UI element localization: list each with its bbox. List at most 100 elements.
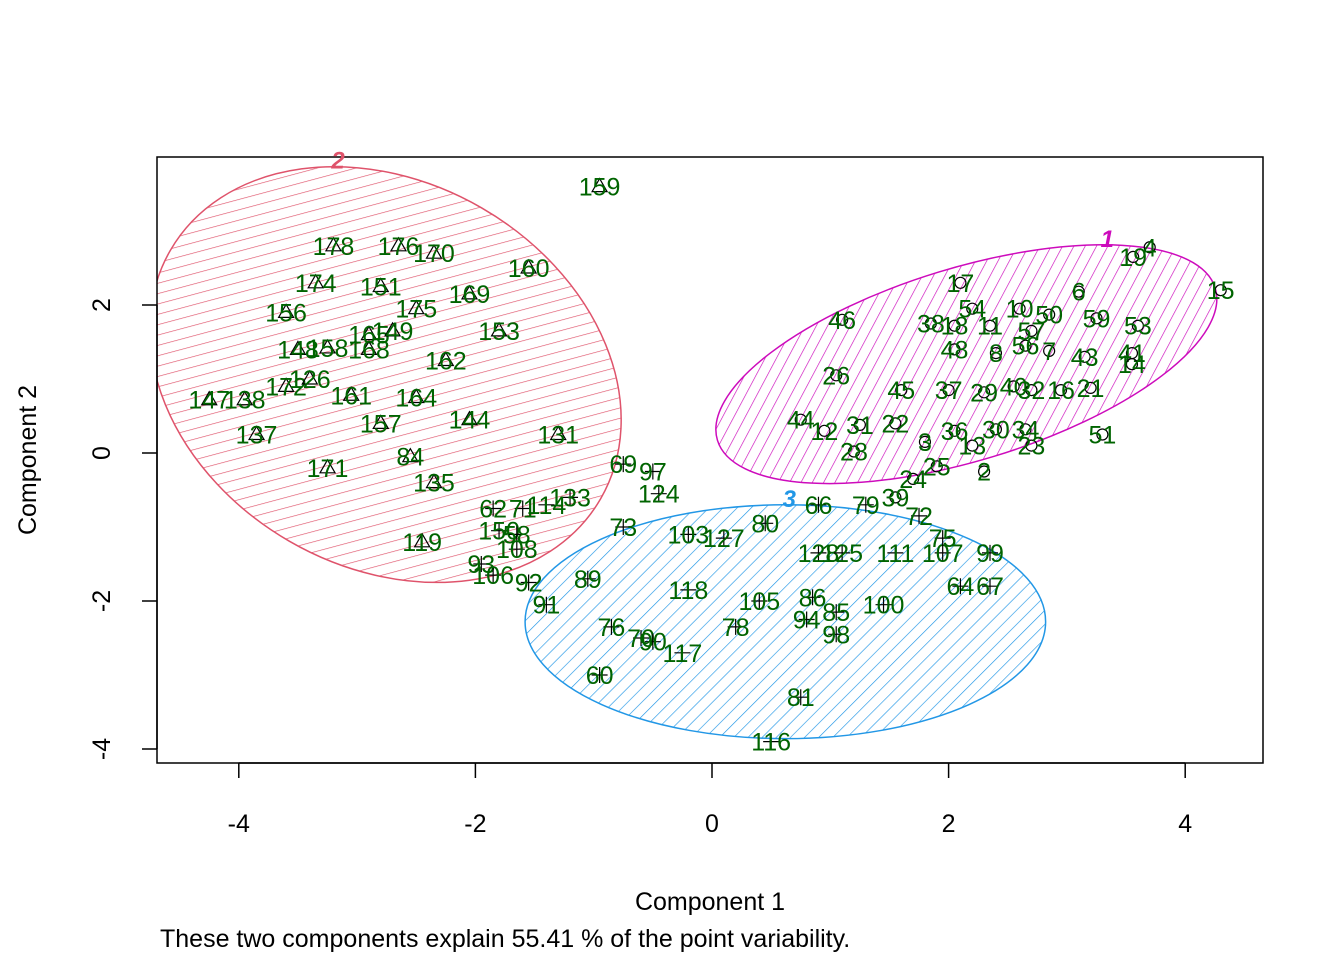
point-label: 38: [917, 311, 945, 339]
point-marker: [289, 340, 307, 355]
point-marker: [836, 313, 849, 326]
point-label: 50: [1035, 302, 1063, 330]
point-label: 51: [1088, 422, 1116, 450]
point-marker: [342, 386, 360, 401]
point-marker: [977, 386, 991, 399]
point-label: 149: [372, 318, 414, 346]
point-marker: [650, 485, 667, 502]
point-marker: [1078, 350, 1091, 363]
point-marker: [460, 410, 479, 426]
point-marker: [324, 236, 342, 252]
point-label: 156: [265, 299, 307, 327]
point-label: 148: [277, 336, 319, 364]
point-label: 168: [348, 336, 390, 364]
point-marker: [934, 530, 951, 547]
point-label: 43: [1071, 344, 1099, 372]
point-label: 172: [265, 373, 307, 401]
point-label: 105: [738, 588, 780, 616]
point-label: 48: [941, 336, 969, 364]
point-label: 44: [787, 407, 815, 435]
point-label: 81: [787, 684, 815, 712]
point-marker: [1013, 302, 1026, 315]
point-marker: [1025, 384, 1038, 397]
cluster-ellipses: [157, 165, 1218, 740]
point-marker: [318, 338, 337, 354]
point-label: 29: [970, 379, 998, 407]
point-label: 13: [958, 433, 986, 461]
point-marker: [924, 317, 937, 330]
point-marker: [887, 544, 904, 561]
point-label: 135: [413, 470, 455, 498]
point-label: 159: [579, 174, 621, 202]
point-marker: [591, 177, 609, 193]
point-marker: [948, 319, 961, 332]
y-tick-label: -4: [88, 738, 116, 760]
point-marker: [757, 515, 774, 532]
point-label: 11: [977, 313, 1003, 341]
point-label: 93: [467, 551, 495, 579]
point-label: 78: [722, 614, 750, 642]
point-marker: [1084, 381, 1097, 394]
point-label: 131: [537, 422, 579, 450]
point-marker: [954, 276, 967, 289]
point-marker: [983, 319, 997, 332]
point-marker: [763, 733, 780, 750]
point-label: 23: [1018, 433, 1046, 461]
point-label: 178: [313, 233, 355, 261]
point-label: 106: [472, 562, 514, 590]
point-label: 17: [947, 270, 975, 298]
point-marker: [520, 258, 538, 274]
point-marker: [1125, 358, 1139, 371]
point-label: 171: [307, 455, 349, 483]
point-marker: [810, 496, 827, 513]
point-label: 34: [1012, 416, 1040, 444]
point-marker: [989, 347, 1003, 360]
point-marker: [437, 351, 455, 367]
cluster-label-3: 3: [783, 486, 797, 513]
point-label: 19: [1119, 244, 1147, 272]
point-marker: [680, 581, 697, 598]
point-label: 12: [810, 418, 838, 446]
point-marker: [538, 596, 555, 613]
point-label: 10: [1006, 296, 1034, 324]
point-label: 126: [289, 366, 331, 394]
point-label: 56: [1012, 333, 1040, 361]
point-label: 91: [532, 592, 560, 620]
point-marker: [538, 496, 555, 513]
point-marker: [853, 418, 866, 431]
point-marker: [948, 424, 961, 437]
point-label: 125: [821, 540, 863, 568]
cluster-label-1: 1: [1101, 226, 1114, 253]
point-label: 73: [609, 514, 637, 542]
point-label: 53: [1124, 313, 1152, 341]
point-label: 14: [1118, 351, 1146, 379]
point-marker: [830, 369, 843, 382]
point-marker: [603, 618, 620, 635]
x-tick-label: -4: [228, 810, 250, 838]
point-label: 133: [549, 484, 591, 512]
point-marker: [407, 388, 425, 404]
point-label: 157: [360, 410, 402, 438]
point-marker: [615, 456, 632, 473]
point-label: 24: [899, 466, 927, 494]
point-marker: [1019, 339, 1032, 352]
point-label: 128: [798, 540, 840, 568]
point-label: 89: [574, 566, 602, 594]
point-label: 16: [1047, 377, 1075, 405]
point-label: 137: [236, 422, 278, 450]
point-marker: [1043, 344, 1056, 357]
point-label: 116: [751, 729, 791, 757]
point-label: 99: [976, 540, 1004, 568]
point-marker: [810, 544, 827, 561]
point-label: 144: [449, 407, 491, 435]
point-marker: [715, 530, 732, 547]
point-label: 118: [668, 577, 708, 605]
point-marker: [490, 321, 508, 337]
point-marker: [966, 439, 979, 452]
y-tick-label: 0: [88, 446, 116, 460]
point-marker: [633, 630, 650, 646]
point-label: 8: [989, 340, 1003, 368]
point-marker: [389, 236, 408, 252]
point-label: 59: [1083, 305, 1111, 333]
